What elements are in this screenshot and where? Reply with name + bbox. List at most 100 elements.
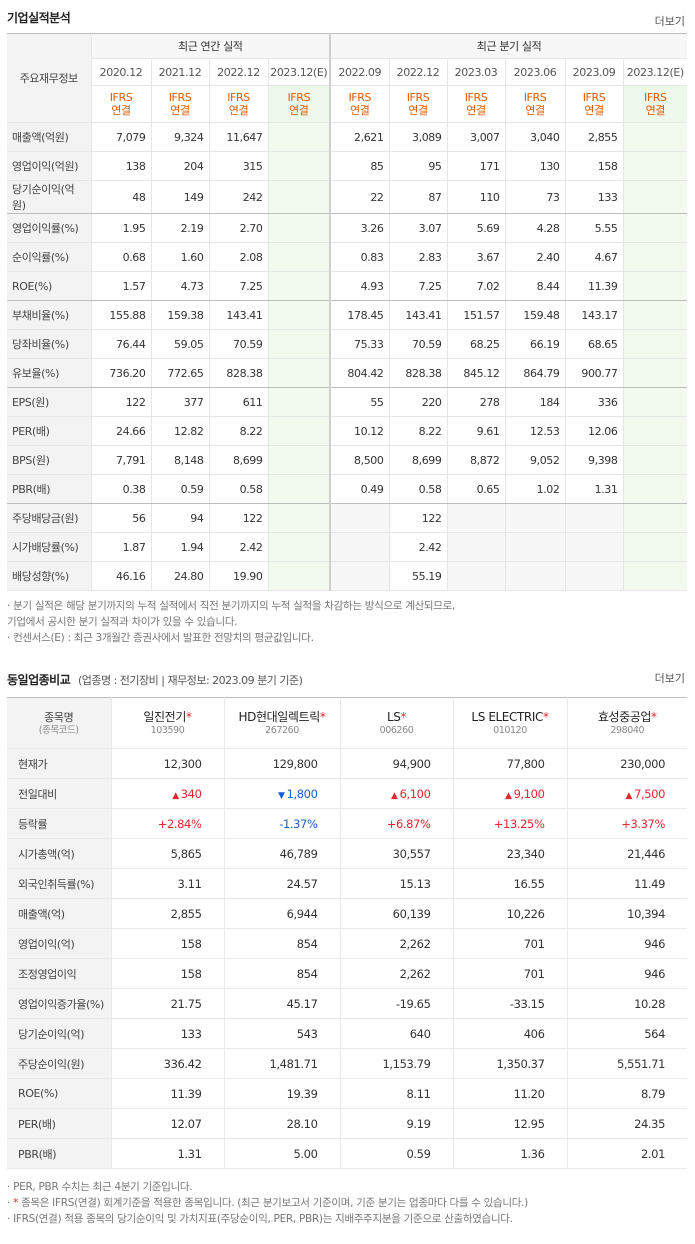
fin-cell: 8.44 [504,271,566,301]
financial-summary-table: 주요재무정보 최근 연간 실적 최근 분기 실적 2020.12 2021.12 2022… [7,33,688,591]
fin-cell: 9,324 [150,122,209,152]
company-header[interactable]: LS ELECTRIC* 010120 [452,697,567,749]
fin-cell: 85 [329,151,390,181]
fin-cell [267,213,331,243]
fin-cell [267,151,331,181]
ifrs-star: * [651,709,657,724]
ifrs-star: * [542,709,549,724]
period-header: 2022.12 [208,58,268,86]
fin-row-label: 당기순이익(억원) [7,180,91,214]
corner-code: (종목코드) [38,724,79,736]
fin-cell [267,329,331,359]
fin-row-label: 부채비율(%) [7,300,91,330]
fin-cell: 1.60 [150,242,209,272]
peer-row-label: 시가총액(억) [7,838,111,869]
consolidated-text: 연결 [466,104,486,117]
fin-cell: 377 [150,387,209,417]
fin-cell [267,300,331,330]
fin-cell: 1.31 [564,474,624,504]
annual-header: 최근 연간 실적 [90,33,331,59]
fin-cell: 12.53 [504,416,566,446]
ifrs-text: IFRS [109,91,133,104]
fin-cell: 24.80 [150,561,209,591]
ifrs-star: * [319,709,326,724]
more-link-peer[interactable]: 더보기 [654,672,685,685]
company-name-link[interactable]: HD현대일렉트릭* [238,709,326,724]
note-line: · PER, PBR 수치는 최근 4분기 기준입니다. [7,1181,193,1193]
fin-cell [267,561,331,591]
fin-cell [504,503,566,533]
peer-notes: · PER, PBR 수치는 최근 4분기 기준입니다. · * 종목은 IFRS… [7,1179,528,1227]
fin-row: 영업이익률(%) 1.95 2.19 2.70 3.26 3.07 5.69 4.28 5.55 [7,213,688,243]
company-header[interactable]: 일진전기* 103590 [110,697,224,749]
fin-cell [267,180,331,214]
fin-cell [564,561,624,591]
consolidated-text: 연결 [289,104,309,117]
fin-cell [267,474,331,504]
fin-cell [267,445,331,475]
period-header: 2021.12 [150,58,209,86]
peer-cell: 11.49 [566,868,687,899]
peer-cell: ▲ 340 [110,778,224,809]
fin-cell: 184 [504,387,566,417]
fin-cell: 736.20 [90,358,151,388]
more-link-financials[interactable]: 더보기 [654,15,685,28]
peer-cell: -1.37% [223,808,340,839]
fin-cell: 12.82 [150,416,209,446]
fin-cell: 24.66 [90,416,151,446]
company-name-link[interactable]: 효성중공업* [597,709,657,724]
fin-cell: 159.48 [504,300,566,330]
fin-cell: 4.93 [329,271,390,301]
fin-cell: 22 [329,180,390,214]
peer-cell: 28.10 [223,1108,340,1139]
fin-cell: 159.38 [150,300,209,330]
fin-cell: 8.22 [388,416,448,446]
fin-cell: 133 [564,180,624,214]
company-name-link[interactable]: 일진전기* [143,709,192,724]
peer-cell: 23,340 [452,838,567,869]
fin-cell: 5.55 [564,213,624,243]
fin-cell: 73 [504,180,566,214]
fin-cell: 122 [388,503,448,533]
fin-cell: 66.19 [504,329,566,359]
company-code: 267260 [265,724,299,736]
peer-cell: 60,139 [339,898,453,929]
peer-cell: 2.01 [566,1138,687,1169]
fin-cell: 1.87 [90,532,151,562]
fin-row-label: BPS(원) [7,445,91,475]
company-name-link[interactable]: LS ELECTRIC* [471,709,549,724]
fin-cell: 70.59 [208,329,268,359]
peer-cell: 2,855 [110,898,224,929]
fin-cell: 75.33 [329,329,390,359]
peer-cell: 406 [452,1018,567,1049]
peer-row: 현재가 12,300 129,800 94,900 77,800 230,000 [7,748,687,779]
company-header[interactable]: HD현대일렉트릭* 267260 [223,697,340,749]
peer-cell: 11.20 [452,1078,567,1109]
peer-cell: 8.79 [566,1078,687,1109]
peer-cell: 21,446 [566,838,687,869]
fin-cell: 55 [329,387,390,417]
fin-cell: 611 [208,387,268,417]
peer-cell: +6.87% [339,808,453,839]
fin-cell: 2.08 [208,242,268,272]
fin-row-label: 매출액(억원) [7,122,91,152]
peer-row: 전일대비 ▲ 340 ▼ 1,800 ▲ 6,100 ▲ 9,100 ▲ 7,500 [7,778,687,809]
company-name-link[interactable]: LS* [386,709,407,724]
company-header[interactable]: 효성중공업* 298040 [566,697,687,749]
peer-title: 동일업종비교 [7,673,71,687]
fin-row: PER(배) 24.66 12.82 8.22 10.12 8.22 9.61 12.53 12… [7,416,688,446]
ifrs-label: IFRS 연결 [504,85,566,123]
fin-cell: 59.05 [150,329,209,359]
fin-cell: 7,079 [90,122,151,152]
fin-row-label: ROE(%) [7,271,91,301]
consolidated-text: 연결 [645,104,666,117]
fin-cell: 46.16 [90,561,151,591]
fin-corner-label: 주요재무정보 [7,33,91,123]
fin-cell: 8,148 [150,445,209,475]
fin-cell: 220 [388,387,448,417]
fin-row-label: 유보율(%) [7,358,91,388]
ifrs-label: IFRS 연결 [267,85,331,123]
peer-cell: ▼ 1,800 [223,778,340,809]
fin-row: PBR(배) 0.38 0.59 0.58 0.49 0.58 0.65 1.02 1.31 [7,474,688,504]
company-header[interactable]: LS* 006260 [339,697,453,749]
